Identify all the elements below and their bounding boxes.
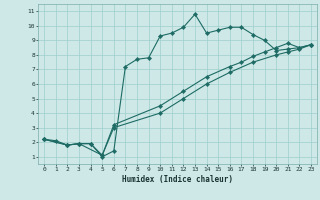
X-axis label: Humidex (Indice chaleur): Humidex (Indice chaleur) — [122, 175, 233, 184]
